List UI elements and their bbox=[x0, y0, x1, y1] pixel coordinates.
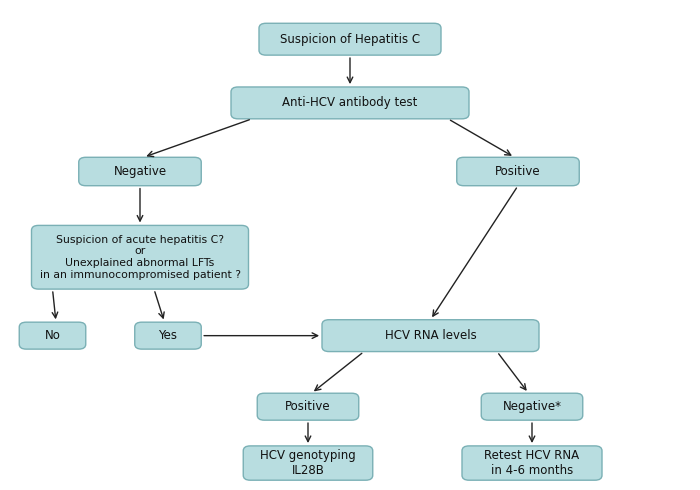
Text: Retest HCV RNA
in 4-6 months: Retest HCV RNA in 4-6 months bbox=[484, 449, 580, 477]
FancyBboxPatch shape bbox=[258, 393, 358, 420]
Text: Anti-HCV antibody test: Anti-HCV antibody test bbox=[282, 97, 418, 109]
FancyBboxPatch shape bbox=[79, 157, 202, 186]
FancyBboxPatch shape bbox=[259, 23, 441, 55]
Text: No: No bbox=[45, 329, 60, 342]
FancyBboxPatch shape bbox=[456, 157, 579, 186]
Text: Suspicion of acute hepatitis C?
or
Unexplained abnormal LFTs
in an immunocomprom: Suspicion of acute hepatitis C? or Unexp… bbox=[39, 235, 241, 280]
FancyBboxPatch shape bbox=[134, 322, 202, 349]
FancyBboxPatch shape bbox=[244, 446, 372, 480]
FancyBboxPatch shape bbox=[462, 446, 602, 480]
Text: Negative*: Negative* bbox=[503, 400, 561, 413]
Text: Suspicion of Hepatitis C: Suspicion of Hepatitis C bbox=[280, 33, 420, 46]
FancyBboxPatch shape bbox=[482, 393, 582, 420]
Text: Positive: Positive bbox=[285, 400, 331, 413]
Text: Yes: Yes bbox=[158, 329, 178, 342]
FancyBboxPatch shape bbox=[322, 320, 539, 352]
Text: Positive: Positive bbox=[495, 165, 541, 178]
Text: HCV genotyping
IL28B: HCV genotyping IL28B bbox=[260, 449, 356, 477]
Text: HCV RNA levels: HCV RNA levels bbox=[384, 329, 477, 342]
FancyBboxPatch shape bbox=[32, 225, 248, 289]
FancyBboxPatch shape bbox=[231, 87, 469, 119]
FancyBboxPatch shape bbox=[19, 322, 85, 349]
Text: Negative: Negative bbox=[113, 165, 167, 178]
